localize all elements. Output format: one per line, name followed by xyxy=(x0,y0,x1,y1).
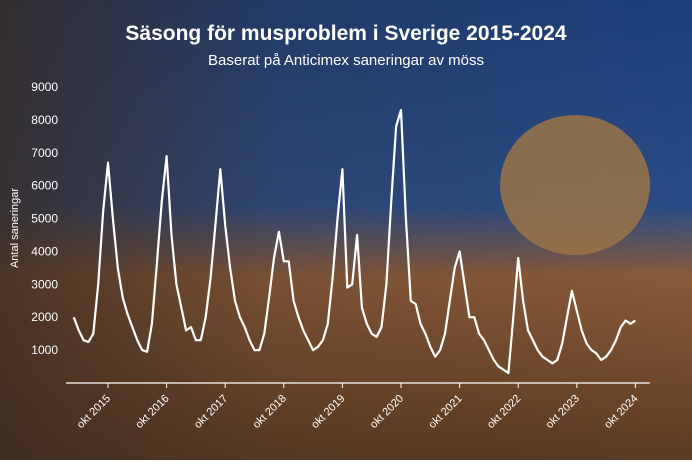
y-tick-label: 9000 xyxy=(31,80,58,94)
y-tick-label: 6000 xyxy=(31,179,58,193)
y-tick-label: 2000 xyxy=(31,310,58,324)
y-tick-label: 8000 xyxy=(31,113,58,127)
y-tick-label: 7000 xyxy=(31,146,58,160)
line-series xyxy=(72,108,637,375)
y-tick-label: 3000 xyxy=(31,277,58,291)
y-tick-label: 4000 xyxy=(31,244,58,258)
y-tick-label: 5000 xyxy=(31,212,58,226)
chart-title: Säsong för musproblem i Sverige 2015-202… xyxy=(125,22,566,45)
y-tick-label: 1000 xyxy=(31,343,58,357)
y-axis-label: Antal saneringar xyxy=(9,188,21,268)
mouse-photo xyxy=(500,115,650,255)
chart-subtitle: Baserat på Anticimex saneringar av möss xyxy=(208,52,484,69)
